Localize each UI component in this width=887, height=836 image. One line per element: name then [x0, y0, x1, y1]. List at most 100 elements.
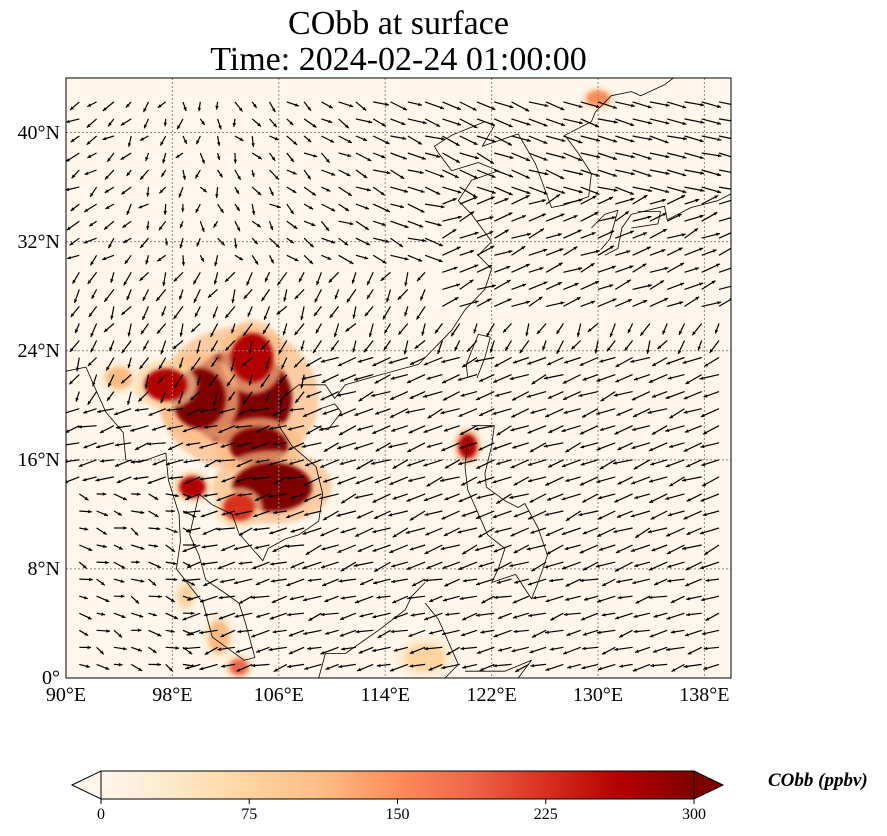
wind-arrow: [646, 340, 651, 354]
wind-arrow: [301, 442, 322, 448]
wind-arrow: [338, 237, 349, 246]
wind-arrow: [300, 340, 305, 351]
wind-arrow: [441, 629, 460, 636]
wind-arrow: [333, 323, 340, 338]
wind-arrow: [166, 408, 184, 412]
wind-arrow: [579, 544, 599, 554]
wind-arrow: [651, 356, 668, 367]
wind-arrow: [304, 663, 322, 670]
wind-arrow: [407, 135, 423, 145]
wind-arrow: [86, 118, 97, 128]
wind-arrow: [545, 301, 565, 307]
wind-arrow: [268, 221, 274, 231]
wind-arrow: [502, 323, 512, 333]
wind-arrow: [563, 186, 583, 194]
wind-arrow: [597, 118, 618, 124]
wind-arrow: [73, 289, 80, 304]
wind-arrow: [497, 612, 512, 620]
wind-arrow: [233, 152, 237, 164]
wind-arrow: [355, 118, 373, 124]
wind-arrow: [148, 544, 159, 548]
wind-arrow: [339, 612, 357, 621]
wind-arrow: [120, 186, 132, 195]
wind-arrow: [685, 374, 703, 385]
wind-arrow: [580, 195, 597, 205]
wind-arrow: [409, 663, 426, 668]
wind-arrow: [96, 492, 107, 496]
wind-arrow: [408, 629, 426, 638]
wind-arrow: [473, 323, 478, 334]
wind-arrow: [88, 220, 97, 227]
wind-arrow: [230, 357, 236, 372]
wind-arrow: [183, 543, 197, 547]
wind-arrow: [614, 425, 633, 435]
wind-arrow: [457, 374, 478, 381]
wind-arrow: [213, 220, 219, 228]
wind-arrow: [442, 561, 460, 569]
colorbar-label: CObb (ppbv): [768, 770, 868, 791]
wind-arrow: [290, 561, 305, 569]
wind-arrow: [632, 232, 648, 239]
wind-arrow: [293, 357, 305, 368]
wind-arrow: [686, 527, 702, 536]
wind-arrow: [529, 646, 547, 654]
wind-arrow: [286, 254, 299, 262]
wind-arrow: [415, 306, 426, 320]
wind-arrow: [561, 493, 581, 501]
wind-arrow: [492, 374, 512, 383]
wind-arrow: [667, 186, 687, 194]
wind-arrow: [667, 118, 687, 125]
wind-arrow: [459, 442, 478, 449]
wind-arrow: [653, 612, 668, 618]
wind-arrow: [511, 283, 527, 290]
wind-arrow: [683, 510, 702, 520]
wind-arrow: [200, 561, 218, 566]
wind-arrow: [175, 152, 184, 159]
wind-arrow: [424, 152, 441, 158]
wind-arrow: [684, 296, 700, 307]
wind-arrow: [113, 629, 123, 638]
wind-arrow: [498, 646, 512, 652]
wind-arrow: [545, 193, 561, 205]
wind-arrow: [700, 595, 720, 602]
wind-arrow: [653, 578, 668, 586]
longitude-tick-label: 90°E: [45, 684, 87, 706]
wind-arrow: [684, 267, 700, 273]
wind-arrow: [355, 152, 372, 162]
wind-arrow: [494, 265, 511, 273]
wind-arrow: [632, 299, 648, 307]
wind-arrow: [74, 323, 80, 334]
wind-arrow: [424, 220, 442, 227]
wind-arrow: [236, 459, 253, 468]
wind-arrow: [460, 629, 478, 637]
wind-arrow: [173, 271, 184, 282]
wind-arrow: [209, 374, 219, 387]
wind-arrow: [701, 194, 719, 205]
wind-arrow: [140, 323, 149, 335]
wind-arrow: [563, 267, 583, 273]
wind-arrow: [316, 272, 322, 286]
wind-arrow: [90, 340, 98, 353]
wind-arrow: [632, 186, 653, 193]
wind-arrow: [96, 527, 108, 536]
wind-arrow: [615, 152, 635, 159]
wind-arrow: [279, 391, 288, 404]
wind-arrow: [255, 646, 270, 653]
wind-arrow: [254, 493, 270, 502]
wind-arrow: [126, 203, 132, 216]
wind-arrow: [442, 186, 462, 194]
concentration-hotspot: [179, 476, 206, 498]
wind-arrow: [665, 356, 685, 365]
wind-arrow: [528, 186, 548, 195]
wind-arrow: [215, 187, 219, 198]
wind-arrow: [373, 561, 391, 573]
wind-arrow: [442, 118, 462, 126]
wind-arrow: [634, 646, 651, 653]
wind-arrow: [235, 646, 253, 653]
wind-arrow: [321, 578, 339, 587]
wind-arrow: [597, 510, 616, 520]
wind-arrow: [130, 595, 140, 605]
wind-arrow: [683, 442, 702, 453]
wind-arrow: [670, 595, 685, 604]
wind-arrow: [87, 357, 98, 367]
